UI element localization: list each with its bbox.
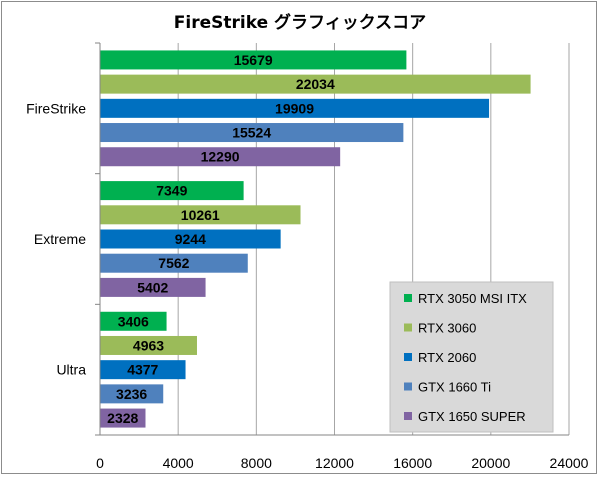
x-tick-label: 20000 bbox=[471, 455, 510, 471]
bar bbox=[100, 408, 146, 428]
x-tick-label: 8000 bbox=[241, 455, 272, 471]
data-label: 2328 bbox=[107, 410, 138, 426]
data-label: 15679 bbox=[234, 52, 273, 68]
bar bbox=[100, 205, 301, 225]
category-label: Extreme bbox=[34, 231, 86, 247]
legend-entry: RTX 3050 MSI ITX bbox=[418, 291, 527, 306]
data-label: 7349 bbox=[156, 183, 187, 199]
legend-entry: GTX 1660 Ti bbox=[418, 380, 491, 395]
chart-title: FireStrike グラフィックスコア bbox=[174, 12, 426, 33]
bar bbox=[100, 181, 244, 201]
legend-entry: RTX 3060 bbox=[418, 321, 476, 336]
x-tick-label: 16000 bbox=[393, 455, 432, 471]
data-label: 3406 bbox=[118, 313, 149, 329]
x-tick-label: 12000 bbox=[315, 455, 354, 471]
data-label: 12290 bbox=[201, 149, 240, 165]
bar bbox=[100, 311, 167, 331]
data-label: 15524 bbox=[232, 125, 271, 141]
bar bbox=[100, 74, 531, 94]
axes: 0 4000 8000 12000 16000 20000 24000 FireStrike E… bbox=[26, 42, 589, 471]
bar bbox=[100, 50, 407, 70]
legend-swatch bbox=[404, 323, 412, 332]
category-label: FireStrike bbox=[26, 100, 86, 116]
legend-swatch bbox=[404, 412, 412, 420]
bar bbox=[100, 123, 404, 143]
bar bbox=[100, 360, 186, 380]
legend-entry: GTX 1650 SUPER bbox=[418, 409, 526, 424]
bar bbox=[100, 384, 164, 404]
data-label: 9244 bbox=[175, 231, 206, 247]
bar bbox=[100, 253, 248, 273]
legend: RTX 3050 MSI ITX RTX 3060 RTX 2060 GTX 1660… bbox=[389, 281, 554, 433]
data-label: 22034 bbox=[296, 76, 335, 92]
data-label: 3236 bbox=[116, 386, 147, 402]
legend-entry: RTX 2060 bbox=[418, 350, 476, 365]
data-label: 5402 bbox=[137, 279, 168, 295]
bar bbox=[100, 229, 281, 249]
x-tick-label: 0 bbox=[96, 455, 104, 471]
bar bbox=[100, 147, 341, 167]
data-label: 7562 bbox=[158, 255, 189, 271]
bar bbox=[100, 335, 197, 355]
legend-swatch bbox=[404, 294, 412, 302]
bar bbox=[100, 277, 206, 297]
legend-swatch bbox=[404, 353, 412, 361]
legend-swatch bbox=[404, 382, 412, 391]
data-label: 10261 bbox=[181, 207, 220, 223]
data-label: 19909 bbox=[275, 100, 314, 116]
data-label: 4377 bbox=[127, 362, 158, 378]
category-label: Ultra bbox=[56, 362, 86, 378]
legend-box bbox=[389, 281, 554, 433]
data-label: 4963 bbox=[133, 337, 164, 353]
bar bbox=[100, 98, 490, 118]
x-tick-label: 24000 bbox=[550, 455, 589, 471]
x-tick-label: 4000 bbox=[163, 455, 194, 471]
